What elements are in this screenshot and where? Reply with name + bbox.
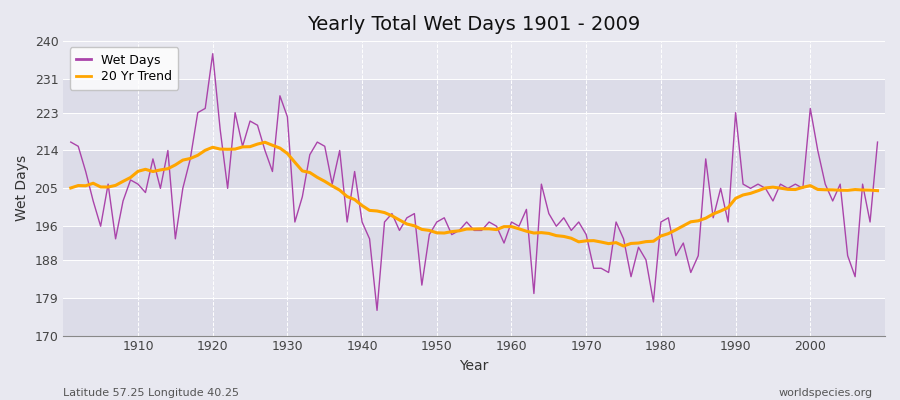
Wet Days (125, 178, 136, 182)
Bar (63, 188, 885, 226)
X-axis label: Year: Year (460, 359, 489, 373)
Wet Days (342, 220, 353, 224)
20 Yr Trend (342, 194, 353, 199)
20 Yr Trend (603, 241, 614, 246)
Text: Latitude 57.25 Longitude 40.25: Latitude 57.25 Longitude 40.25 (63, 388, 239, 398)
Legend: Wet Days, 20 Yr Trend: Wet Days, 20 Yr Trend (69, 47, 178, 90)
Wet Days (872, 140, 883, 144)
Text: worldspecies.org: worldspecies.org (778, 388, 873, 398)
Wet Days (297, 194, 308, 199)
Wet Days (372, 308, 382, 313)
Bar (63, 226, 885, 260)
20 Yr Trend (259, 140, 270, 145)
20 Yr Trend (514, 226, 525, 231)
20 Yr Trend (66, 186, 77, 190)
Title: Yearly Total Wet Days 1901 - 2009: Yearly Total Wet Days 1901 - 2009 (308, 15, 641, 34)
Bar (63, 113, 885, 150)
20 Yr Trend (125, 175, 136, 180)
20 Yr Trend (618, 244, 629, 248)
Wet Days (611, 220, 622, 224)
Line: Wet Days: Wet Days (71, 54, 878, 310)
Wet Days (514, 224, 525, 229)
Wet Days (521, 207, 532, 212)
Wet Days (207, 51, 218, 56)
Bar (63, 150, 885, 188)
20 Yr Trend (506, 224, 517, 229)
20 Yr Trend (872, 188, 883, 193)
Wet Days (66, 140, 77, 144)
Bar (63, 298, 885, 336)
Line: 20 Yr Trend: 20 Yr Trend (71, 142, 878, 246)
Bar (63, 41, 885, 79)
Y-axis label: Wet Days: Wet Days (15, 155, 29, 222)
Bar (63, 79, 885, 113)
Bar (63, 260, 885, 298)
20 Yr Trend (297, 168, 308, 173)
